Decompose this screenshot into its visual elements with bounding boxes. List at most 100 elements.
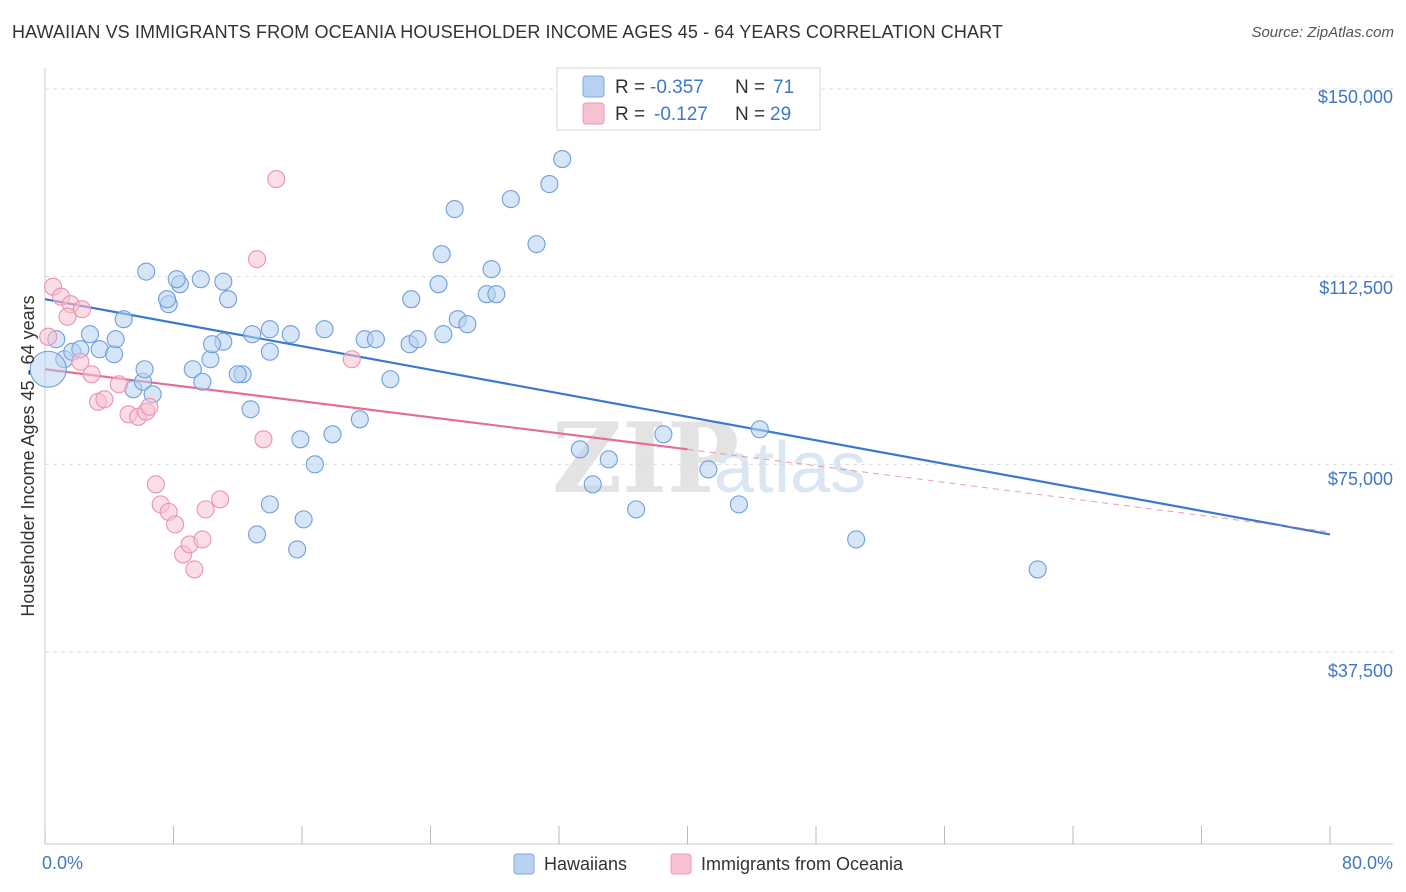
point-hawaiians-49 (408, 330, 427, 349)
point-oceania-9 (95, 390, 114, 409)
point-hawaiians-70 (1028, 560, 1047, 579)
y-tick-label-75000: $75,000 (1328, 469, 1393, 489)
series-legend: Hawaiians Immigrants from Oceania (513, 853, 904, 875)
point-hawaiians-12 (137, 262, 156, 281)
point-hawaiians-34 (294, 510, 313, 529)
series-label-hawaiians: Hawaiians (544, 854, 627, 874)
point-hawaiians-26 (260, 342, 279, 361)
point-hawaiians-60 (501, 190, 520, 209)
point-hawaiians-32 (281, 325, 300, 344)
point-oceania-28 (342, 350, 361, 369)
point-hawaiians-21 (214, 272, 233, 291)
point-hawaiians-69 (847, 530, 866, 549)
point-hawaiians-53 (458, 315, 477, 334)
series-label-oceania: Immigrants from Oceania (701, 854, 904, 874)
point-hawaiians-41 (350, 410, 369, 429)
x-tick-label-max: 80.0% (1342, 853, 1393, 873)
point-oceania-14 (140, 397, 159, 416)
point-oceania-18 (166, 515, 185, 534)
point-hawaiians-68 (750, 420, 769, 439)
point-hawaiians-19 (191, 270, 210, 289)
point-hawaiians-46 (402, 290, 421, 309)
chart-title: HAWAIIAN VS IMMIGRANTS FROM OCEANIA HOUS… (12, 22, 1003, 42)
point-hawaiians-43 (366, 330, 385, 349)
point-oceania-10 (109, 375, 128, 394)
point-hawaiians-44 (381, 370, 400, 389)
legend-n-label-1: N = (735, 77, 765, 98)
point-oceania-26 (267, 170, 286, 189)
legend-r-value-2: -0.127 (654, 104, 708, 125)
point-hawaiians-24 (243, 325, 262, 344)
legend-swatch-oceania (582, 102, 605, 125)
watermark-zip: ZIP (552, 402, 739, 515)
point-hawaiians-37 (260, 495, 279, 514)
point-hawaiians-29 (201, 350, 220, 369)
legend-n-value-2: 29 (770, 104, 791, 125)
point-oceania-6 (71, 352, 90, 371)
y-tick-label-150000: $150,000 (1318, 87, 1393, 107)
series-swatch-oceania (670, 853, 692, 875)
point-hawaiians-4 (80, 325, 100, 344)
point-oceania-5 (58, 307, 77, 326)
point-hawaiians-63 (599, 450, 618, 469)
legend-n-label-2: N = (735, 104, 765, 125)
point-hawaiians-64 (627, 500, 646, 519)
point-hawaiians-39 (305, 455, 324, 474)
point-hawaiians-8 (106, 330, 125, 349)
legend-swatch-hawaiians (582, 75, 605, 98)
legend-n-value-1: 71 (773, 77, 794, 98)
point-hawaiians-20 (193, 372, 212, 391)
point-hawaiians-31 (203, 335, 222, 354)
point-oceania-7 (82, 365, 101, 384)
point-hawaiians-25 (260, 320, 279, 339)
y-axis-label: Householder Income Ages 45 - 64 years (18, 295, 38, 616)
point-hawaiians-36 (288, 540, 307, 559)
point-hawaiians-6 (105, 345, 124, 364)
point-oceania-21 (185, 560, 204, 579)
point-oceania-22 (196, 500, 215, 519)
point-hawaiians-65 (654, 425, 673, 444)
point-hawaiians-57 (527, 235, 546, 254)
legend-r-value-1: -0.357 (650, 77, 704, 98)
point-hawaiians-40 (323, 425, 342, 444)
point-oceania-24 (193, 530, 212, 549)
trend-line-oceania (44, 368, 688, 451)
point-oceania-25 (254, 430, 273, 449)
point-hawaiians-61 (570, 440, 589, 459)
y-tick-label-112500: $112,500 (1319, 278, 1393, 298)
point-hawaiians-15 (158, 290, 177, 309)
point-hawaiians-13 (135, 360, 154, 379)
point-hawaiians-62 (583, 475, 602, 494)
point-hawaiians-33 (291, 430, 310, 449)
point-hawaiians-67 (729, 495, 748, 514)
point-hawaiians-66 (699, 460, 718, 479)
point-hawaiians-47 (432, 245, 451, 264)
x-tick-label-min: 0.0% (42, 853, 83, 873)
point-hawaiians-48 (445, 200, 464, 219)
correlation-legend: R = -0.357 N = 71 R = -0.127 N = 29 (556, 67, 821, 131)
data-points (29, 150, 1047, 579)
point-hawaiians-17 (167, 270, 186, 289)
chart-source: Source: ZipAtlas.com (1251, 24, 1394, 41)
point-hawaiians-7 (114, 310, 133, 329)
point-hawaiians-23 (241, 400, 260, 419)
point-oceania-23 (211, 490, 230, 509)
point-hawaiians-51 (434, 325, 453, 344)
y-tick-label-37500: $37,500 (1328, 661, 1393, 681)
point-oceania-0 (39, 327, 58, 346)
point-hawaiians-35 (315, 320, 334, 339)
point-hawaiians-28 (228, 365, 247, 384)
series-swatch-hawaiians (513, 853, 535, 875)
point-oceania-15 (146, 475, 165, 494)
point-oceania-27 (247, 250, 267, 269)
legend-r-label-1: R = (615, 77, 645, 98)
legend-r-label-2: R = (615, 104, 645, 125)
point-hawaiians-18 (183, 360, 202, 379)
point-hawaiians-22 (219, 290, 238, 309)
point-hawaiians-56 (487, 285, 506, 304)
trend-line-oceania-extension (687, 448, 1331, 533)
axes (44, 68, 1393, 845)
point-hawaiians-50 (429, 275, 448, 294)
point-oceania-4 (72, 300, 91, 319)
